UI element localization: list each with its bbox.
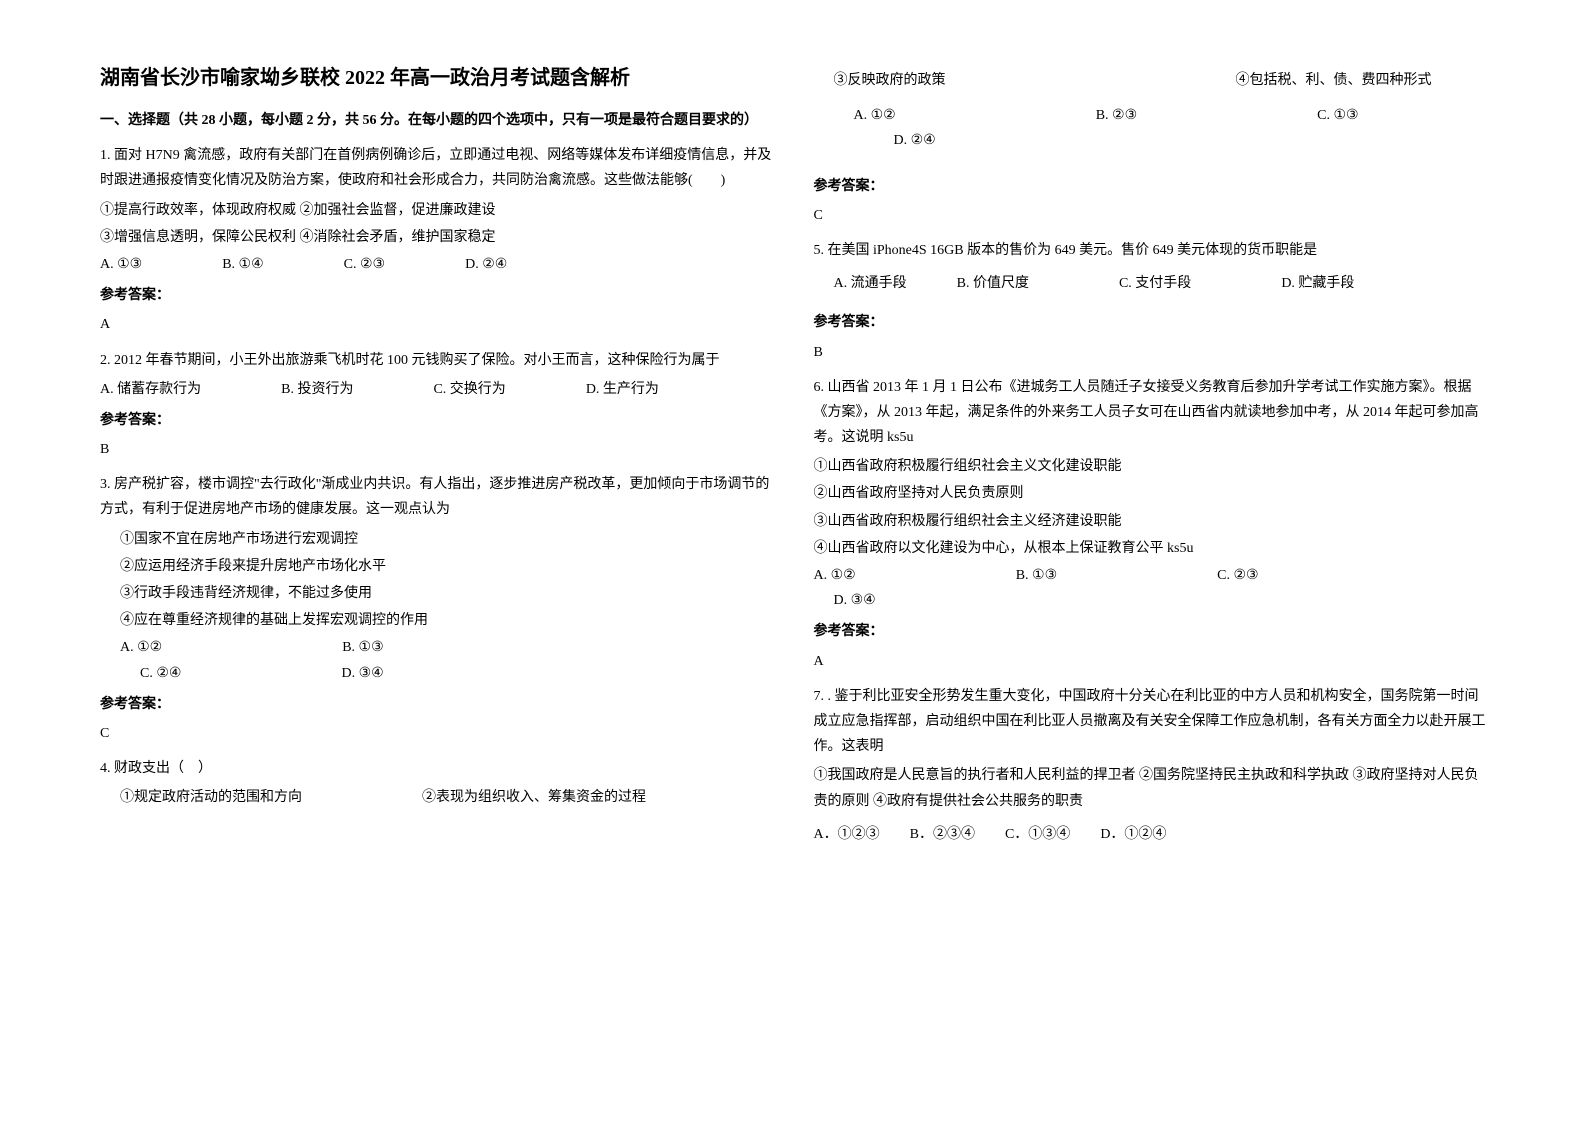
right-column: ③反映政府的政策 ④包括税、利、债、费四种形式 A. ①② B. ②③ C. ①… — [794, 60, 1508, 1062]
q7-statement-1: ①我国政府是人民意旨的执行者和人民利益的捍卫者 ②国务院坚持民主执政和科学执政 … — [814, 763, 1488, 813]
q2-option-b: B. 投资行为 — [281, 377, 353, 402]
q6-statement-2: ②山西省政府坚持对人民负责原则 — [814, 481, 1488, 506]
q5-option-d: D. 贮藏手段 — [1281, 271, 1354, 296]
q4-statement-2: ②表现为组织收入、筹集资金的过程 — [422, 785, 646, 810]
q6-option-b: B. ①③ — [1016, 563, 1057, 588]
q4-option-c: C. ①③ — [1317, 103, 1358, 128]
q6-answer: A — [814, 649, 1488, 674]
q6-statement-4: ④山西省政府以文化建设为中心，从根本上保证教育公平 ks5u — [814, 536, 1488, 561]
q5-text: 5. 在美国 iPhone4S 16GB 版本的售价为 649 美元。售价 64… — [814, 238, 1488, 263]
page-title: 湖南省长沙市喻家坳乡联校 2022 年高一政治月考试题含解析 — [100, 60, 774, 96]
q5-options: A. 流通手段 B. 价值尺度 C. 支付手段 D. 贮藏手段 — [814, 271, 1488, 296]
q7-option-b: B．②③④ — [910, 822, 975, 847]
q6-statement-3: ③山西省政府积极履行组织社会主义经济建设职能 — [814, 509, 1488, 534]
q1-option-b: B. ①④ — [222, 252, 263, 277]
q5-answer-label: 参考答案： — [814, 310, 1488, 335]
q2-answer-label: 参考答案： — [100, 408, 774, 433]
q3-text: 3. 房产税扩容，楼市调控"去行政化"渐成业内共识。有人指出，逐步推进房产税改革… — [100, 472, 774, 522]
question-1: 1. 面对 H7N9 禽流感，政府有关部门在首例病例确诊后，立即通过电视、网络等… — [100, 143, 774, 337]
q1-option-c: C. ②③ — [344, 252, 385, 277]
q3-statement-3: ③行政手段违背经济规律，不能过多使用 — [100, 581, 774, 606]
question-4-cont: ③反映政府的政策 ④包括税、利、债、费四种形式 A. ①② B. ②③ C. ①… — [814, 68, 1488, 228]
q1-option-d: D. ②④ — [465, 252, 507, 277]
q4-answer-label: 参考答案： — [814, 174, 1488, 199]
section-header: 一、选择题（共 28 小题，每小题 2 分，共 56 分。在每小题的四个选项中，… — [100, 108, 774, 133]
q4-options-1: A. ①② B. ②③ C. ①③ — [814, 103, 1488, 128]
q7-option-d: D．①②④ — [1100, 822, 1166, 847]
q6-text: 6. 山西省 2013 年 1 月 1 日公布《进城务工人员随迁子女接受义务教育… — [814, 375, 1488, 451]
q3-options-2: C. ②④ D. ③④ — [100, 661, 774, 686]
q3-statement-4: ④应在尊重经济规律的基础上发挥宏观调控的作用 — [100, 608, 774, 633]
q4-option-d: D. ②④ — [874, 128, 1488, 153]
q1-answer-label: 参考答案： — [100, 283, 774, 308]
question-3: 3. 房产税扩容，楼市调控"去行政化"渐成业内共识。有人指出，逐步推进房产税改革… — [100, 472, 774, 746]
question-4: 4. 财政支出（ ） ①规定政府活动的范围和方向 ②表现为组织收入、筹集资金的过… — [100, 756, 774, 810]
q6-options-1: A. ①② B. ①③ C. ②③ — [814, 563, 1488, 588]
left-column: 湖南省长沙市喻家坳乡联校 2022 年高一政治月考试题含解析 一、选择题（共 2… — [80, 60, 794, 1062]
q4-option-a: A. ①② — [854, 103, 896, 128]
q6-option-c: C. ②③ — [1217, 563, 1258, 588]
question-7: 7. . 鉴于利比亚安全形势发生重大变化，中国政府十分关心在利比亚的中方人员和机… — [814, 684, 1488, 847]
q3-statement-2: ②应运用经济手段来提升房地产市场化水平 — [100, 554, 774, 579]
q2-option-a: A. 储蓄存款行为 — [100, 377, 201, 402]
q5-option-a: A. 流通手段 — [834, 271, 907, 296]
q7-option-a: A．①②③ — [814, 822, 880, 847]
q2-option-d: D. 生产行为 — [586, 377, 659, 402]
q1-options: A. ①③ B. ①④ C. ②③ D. ②④ — [100, 252, 774, 277]
q1-answer: A — [100, 312, 774, 337]
q7-text: 7. . 鉴于利比亚安全形势发生重大变化，中国政府十分关心在利比亚的中方人员和机… — [814, 684, 1488, 760]
q1-option-a: A. ①③ — [100, 252, 142, 277]
q7-options: A．①②③ B．②③④ C．①③④ D．①②④ — [814, 822, 1488, 847]
q1-statement-2: ③增强信息透明，保障公民权利 ④消除社会矛盾，维护国家稳定 — [100, 225, 774, 250]
q6-statement-1: ①山西省政府积极履行组织社会主义文化建设职能 — [814, 454, 1488, 479]
q6-answer-label: 参考答案： — [814, 619, 1488, 644]
q4-answer: C — [814, 203, 1488, 228]
question-2: 2. 2012 年春节期间，小王外出旅游乘飞机时花 100 元钱购买了保险。对小… — [100, 348, 774, 463]
q1-statement-1: ①提高行政效率，体现政府权威 ②加强社会监督，促进廉政建设 — [100, 198, 774, 223]
q2-option-c: C. 交换行为 — [433, 377, 505, 402]
q2-text: 2. 2012 年春节期间，小王外出旅游乘飞机时花 100 元钱购买了保险。对小… — [100, 348, 774, 373]
q3-answer: C — [100, 721, 774, 746]
q2-options: A. 储蓄存款行为 B. 投资行为 C. 交换行为 D. 生产行为 — [100, 377, 774, 402]
q4-option-b: B. ②③ — [1096, 103, 1137, 128]
q1-text: 1. 面对 H7N9 禽流感，政府有关部门在首例病例确诊后，立即通过电视、网络等… — [100, 143, 774, 193]
q4-statement-1: ①规定政府活动的范围和方向 — [120, 785, 302, 810]
q3-options-1: A. ①② B. ①③ — [100, 635, 774, 660]
q6-option-a: A. ①② — [814, 563, 856, 588]
q5-answer: B — [814, 340, 1488, 365]
q5-option-c: C. 支付手段 — [1119, 271, 1191, 296]
q3-statement-1: ①国家不宜在房地产市场进行宏观调控 — [100, 527, 774, 552]
q4-statements-34: ③反映政府的政策 ④包括税、利、债、费四种形式 — [814, 68, 1488, 93]
q2-answer: B — [100, 437, 774, 462]
q7-option-c: C．①③④ — [1005, 822, 1070, 847]
q3-option-b: B. ①③ — [342, 635, 383, 660]
q4-statement-4: ④包括税、利、债、费四种形式 — [1236, 68, 1432, 93]
q4-statements-12: ①规定政府活动的范围和方向 ②表现为组织收入、筹集资金的过程 — [100, 785, 774, 810]
question-5: 5. 在美国 iPhone4S 16GB 版本的售价为 649 美元。售价 64… — [814, 238, 1488, 365]
q4-text: 4. 财政支出（ ） — [100, 756, 774, 781]
question-6: 6. 山西省 2013 年 1 月 1 日公布《进城务工人员随迁子女接受义务教育… — [814, 375, 1488, 674]
q3-option-d: D. ③④ — [341, 661, 383, 686]
q4-statement-3: ③反映政府的政策 — [834, 68, 946, 93]
q3-answer-label: 参考答案： — [100, 692, 774, 717]
q3-option-a: A. ①② — [120, 635, 162, 660]
q3-option-c: C. ②④ — [140, 661, 181, 686]
q6-option-d: D. ③④ — [814, 588, 1488, 613]
q5-option-b: B. 价值尺度 — [957, 271, 1029, 296]
